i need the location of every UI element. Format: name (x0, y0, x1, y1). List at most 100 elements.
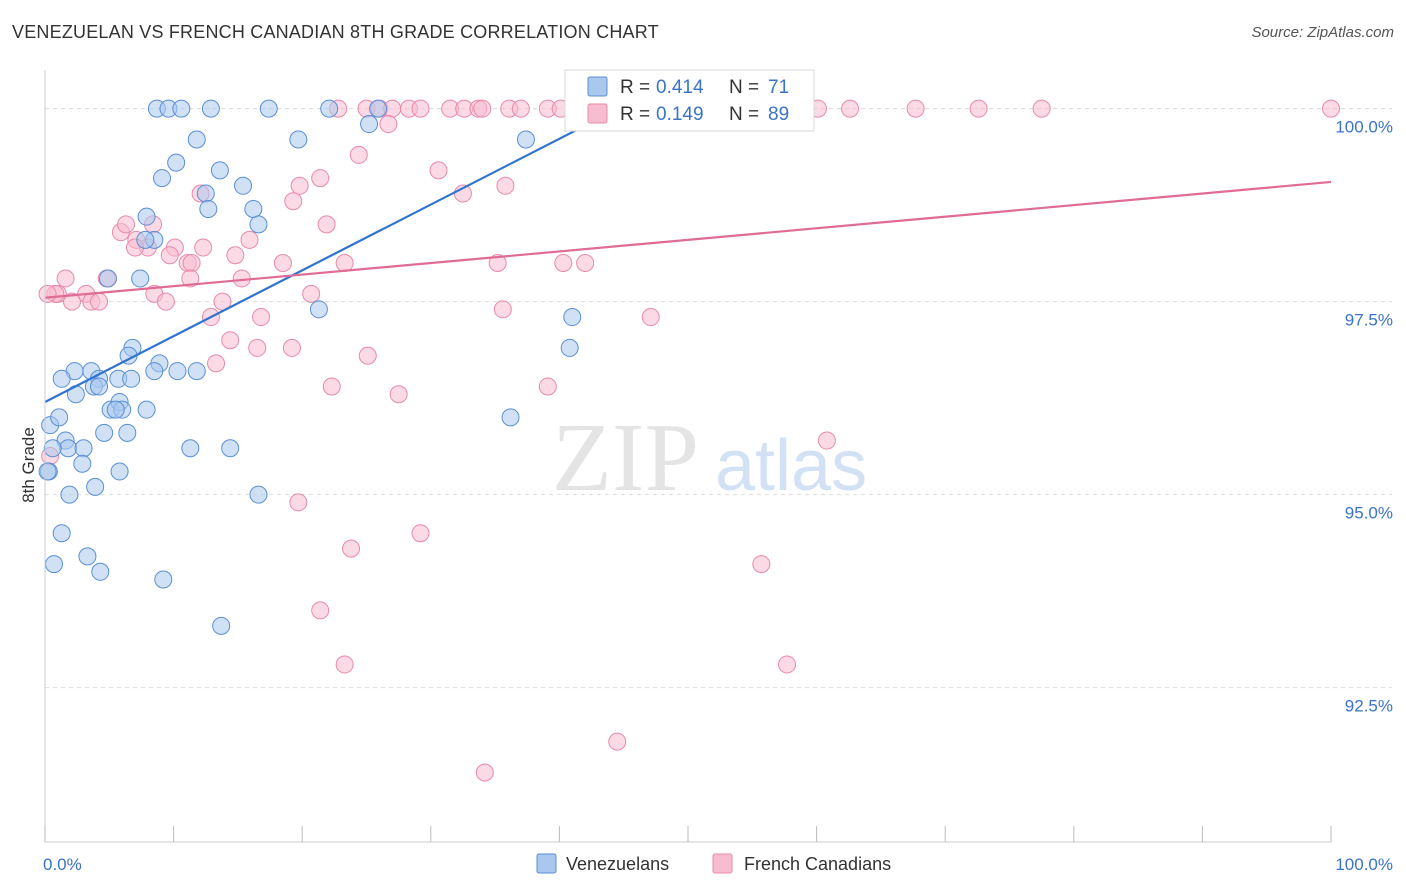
french-canadian-point (284, 192, 303, 211)
venezuelan-point (360, 115, 379, 134)
french-canadian-point (752, 555, 771, 574)
french-canadian-point (289, 493, 308, 512)
french-canadian-point (311, 601, 330, 620)
french-canadian-point (475, 763, 494, 782)
french-canadian-point (317, 215, 336, 234)
french-canadian-point (411, 524, 430, 543)
venezuelan-point (86, 477, 105, 496)
n-label-french-canadians: N = (729, 104, 759, 125)
french-canadian-point (608, 732, 627, 751)
venezuelan-point (187, 362, 206, 381)
french-canadian-point (496, 176, 515, 195)
french-canadian-point (221, 331, 240, 350)
bottom-legend: Venezuelans French Canadians (536, 853, 891, 874)
y-tick-label: 92.5% (1345, 697, 1393, 716)
venezuelan-point (168, 362, 187, 381)
french-canadian-point (493, 300, 512, 319)
french-canadian-point (389, 385, 408, 404)
r-value-venezuelans: 0.414 (656, 77, 704, 98)
french-canadian-point (311, 169, 330, 188)
venezuelan-point (369, 99, 388, 118)
venezuelan-point (43, 439, 62, 458)
venezuelan-point (95, 423, 114, 442)
french-canadian-point (322, 377, 341, 396)
venezuelan-point (60, 485, 79, 504)
french-canadian-point (349, 145, 368, 164)
venezuelan-point (74, 439, 93, 458)
french-canadian-point (252, 308, 271, 327)
watermark-atlas: atlas (715, 426, 867, 506)
venezuelan-point (181, 439, 200, 458)
french-canadian-point (473, 99, 492, 118)
french-canadian-point (38, 284, 57, 303)
french-canadian-point (576, 254, 595, 272)
french-canadian-point (207, 354, 226, 373)
y-axis-label: 8th Grade (19, 427, 38, 503)
venezuelan-point (167, 153, 186, 172)
french-canadian-point (240, 230, 259, 249)
french-canadian-point (342, 539, 361, 558)
x-tick-label-max: 100.0% (1335, 855, 1393, 874)
french-canadian-point (841, 99, 860, 118)
trendline-french-canadians (44, 180, 1332, 299)
french-canadian-point (511, 99, 530, 118)
venezuelan-point (99, 269, 118, 288)
french-canadian-point (248, 338, 267, 357)
french-canadian-point (1032, 99, 1051, 118)
legend-swatch-french-canadians (587, 103, 608, 124)
french-canadian-point (117, 215, 136, 234)
venezuelan-point (249, 215, 268, 234)
y-tick-label: 97.5% (1345, 311, 1393, 330)
stats-legend: R = 0.414 N = 71 R = 0.149 N = 89 (564, 69, 815, 132)
venezuelan-point (563, 308, 582, 327)
y-tick-label: 95.0% (1345, 504, 1393, 523)
venezuelan-point (45, 555, 64, 574)
venezuelan-point (52, 524, 71, 543)
french-canadian-point (1322, 99, 1340, 118)
points-layer (38, 99, 1340, 782)
french-canadian-point (411, 99, 430, 118)
venezuelan-point (501, 408, 520, 427)
venezuelan-point (131, 269, 150, 288)
venezuelan-point (136, 230, 155, 249)
french-canadian-point (429, 161, 448, 180)
french-canadian-point (554, 254, 573, 272)
venezuelan-point (210, 161, 229, 180)
french-canadian-point (90, 292, 109, 311)
venezuelan-point (110, 462, 129, 481)
venezuelan-point (289, 130, 308, 149)
trend-layer (44, 111, 1332, 403)
french-canadian-point (56, 269, 75, 288)
french-canadian-point (641, 308, 660, 327)
venezuelan-point (249, 485, 268, 504)
venezuelan-point (172, 99, 191, 118)
venezuelan-point (196, 184, 215, 203)
venezuelan-point (320, 99, 339, 118)
venezuelan-point (199, 199, 218, 218)
french-canadian-point (160, 246, 179, 265)
french-canadian-point (182, 254, 201, 272)
r-label-venezuelans: R = (620, 77, 650, 98)
french-canadian-point (273, 254, 292, 272)
y-tick-label: 100.0% (1335, 118, 1393, 137)
french-canadian-point (538, 377, 557, 396)
french-canadian-point (181, 269, 200, 288)
venezuelan-point (73, 454, 92, 473)
venezuelan-point (244, 199, 263, 218)
venezuelan-point (234, 176, 253, 195)
legend-swatch-venezuelans (587, 76, 608, 97)
french-canadian-point (226, 246, 245, 265)
french-canadian-point (194, 238, 213, 257)
venezuelan-point (560, 338, 579, 357)
french-canadian-point (302, 284, 321, 303)
french-canadian-point (335, 254, 354, 272)
venezuelan-point (106, 400, 125, 419)
venezuelan-point (154, 570, 173, 589)
bottom-legend-swatch-french-canadians (712, 853, 733, 874)
venezuelan-point (59, 439, 78, 458)
bottom-legend-swatch-venezuelans (536, 853, 557, 874)
venezuelan-point (201, 99, 220, 118)
venezuelan-point (122, 369, 141, 388)
venezuelan-point (50, 408, 69, 427)
trendline-venezuelans (44, 111, 612, 403)
